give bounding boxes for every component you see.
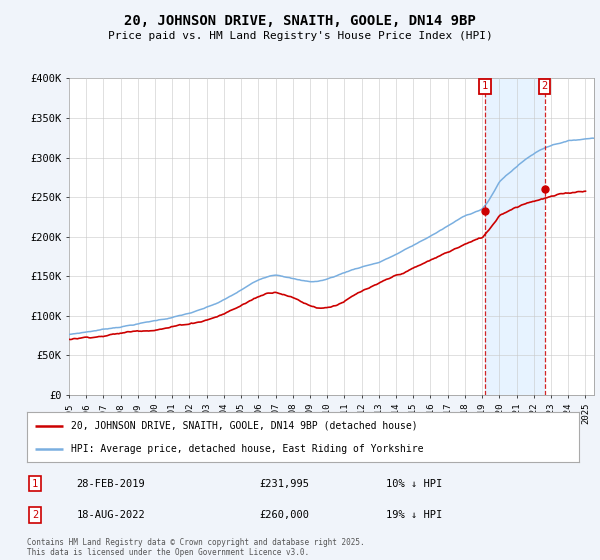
Text: 28-FEB-2019: 28-FEB-2019 xyxy=(77,479,145,488)
Text: Contains HM Land Registry data © Crown copyright and database right 2025.
This d: Contains HM Land Registry data © Crown c… xyxy=(27,538,365,557)
Text: 1: 1 xyxy=(482,81,488,91)
Text: £231,995: £231,995 xyxy=(259,479,309,488)
Bar xyxy=(485,78,545,395)
Text: HPI: Average price, detached house, East Riding of Yorkshire: HPI: Average price, detached house, East… xyxy=(71,445,424,454)
Text: 2: 2 xyxy=(541,81,548,91)
Text: 1: 1 xyxy=(32,479,38,488)
Text: 10% ↓ HPI: 10% ↓ HPI xyxy=(386,479,442,488)
Text: £260,000: £260,000 xyxy=(259,510,309,520)
Text: 19% ↓ HPI: 19% ↓ HPI xyxy=(386,510,442,520)
Text: Price paid vs. HM Land Registry's House Price Index (HPI): Price paid vs. HM Land Registry's House … xyxy=(107,31,493,41)
Text: 20, JOHNSON DRIVE, SNAITH, GOOLE, DN14 9BP: 20, JOHNSON DRIVE, SNAITH, GOOLE, DN14 9… xyxy=(124,14,476,28)
Text: 2: 2 xyxy=(32,510,38,520)
Text: 18-AUG-2022: 18-AUG-2022 xyxy=(77,510,145,520)
Text: 20, JOHNSON DRIVE, SNAITH, GOOLE, DN14 9BP (detached house): 20, JOHNSON DRIVE, SNAITH, GOOLE, DN14 9… xyxy=(71,421,418,431)
